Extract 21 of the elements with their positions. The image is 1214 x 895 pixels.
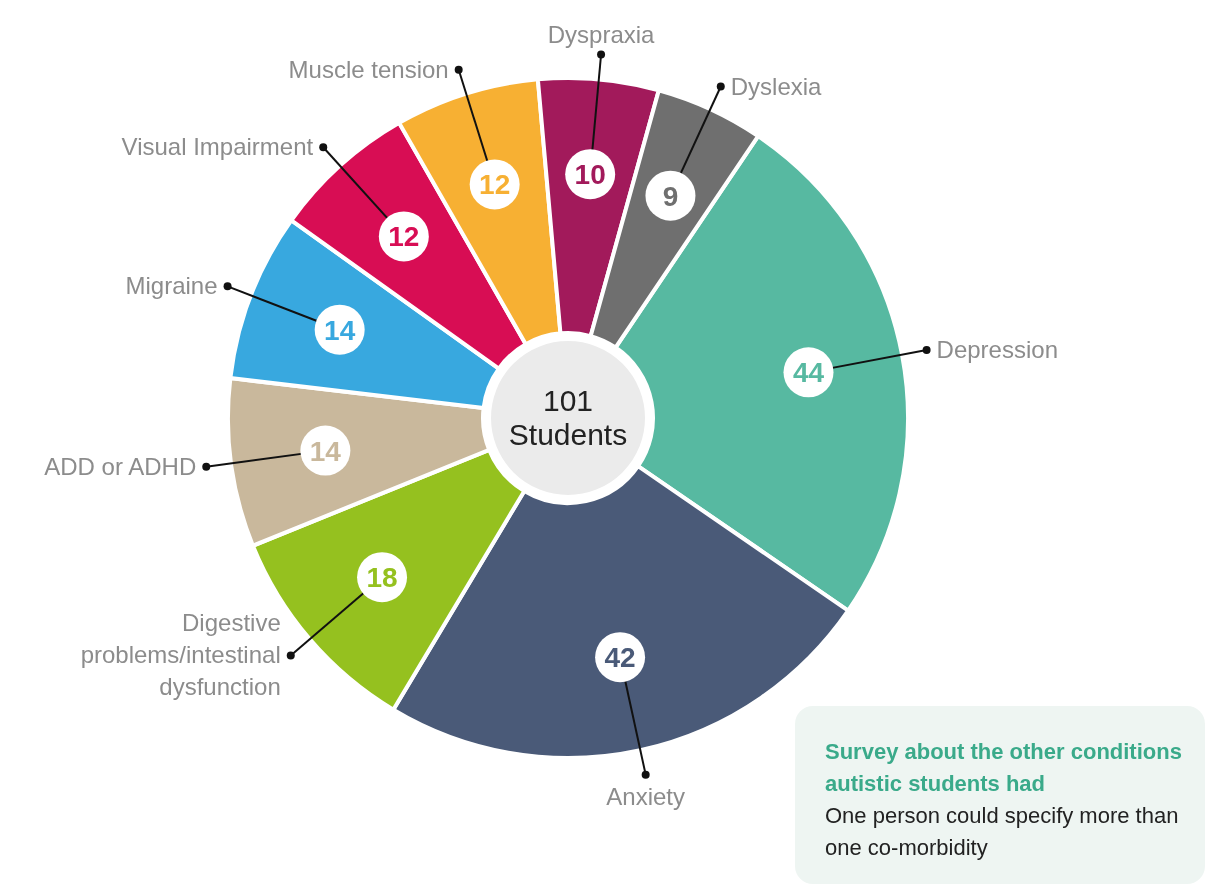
slice-label: Digestive problems/intestinal dysfunction	[80, 609, 281, 701]
text: One person could specify more than one co-morbidity	[825, 802, 1180, 862]
slice-label: Visual Impairment	[121, 133, 314, 161]
data-label: 9	[662, 180, 679, 212]
slice-label: Anxiety	[606, 782, 686, 810]
slice-label: Dyslexia	[730, 72, 823, 100]
slice-label: ADD or ADHD	[44, 452, 197, 480]
slice-label: Dyspraxia	[547, 20, 656, 48]
data-label: 42	[604, 642, 636, 674]
data-label: 14	[309, 435, 342, 467]
slice-label: Muscle tension	[288, 55, 449, 83]
data-label: 18	[366, 562, 398, 594]
slice-label: Migraine	[125, 272, 218, 300]
data-label: 12	[388, 221, 420, 253]
data-label: 14	[324, 314, 356, 346]
text: 101 Students	[508, 384, 628, 451]
data-label: 10	[574, 159, 606, 191]
text: Survey about the other conditions autistic students had	[825, 738, 1183, 798]
data-label: 44	[792, 357, 825, 389]
data-label: 12	[479, 169, 511, 201]
slice-label: Depression	[936, 335, 1059, 363]
